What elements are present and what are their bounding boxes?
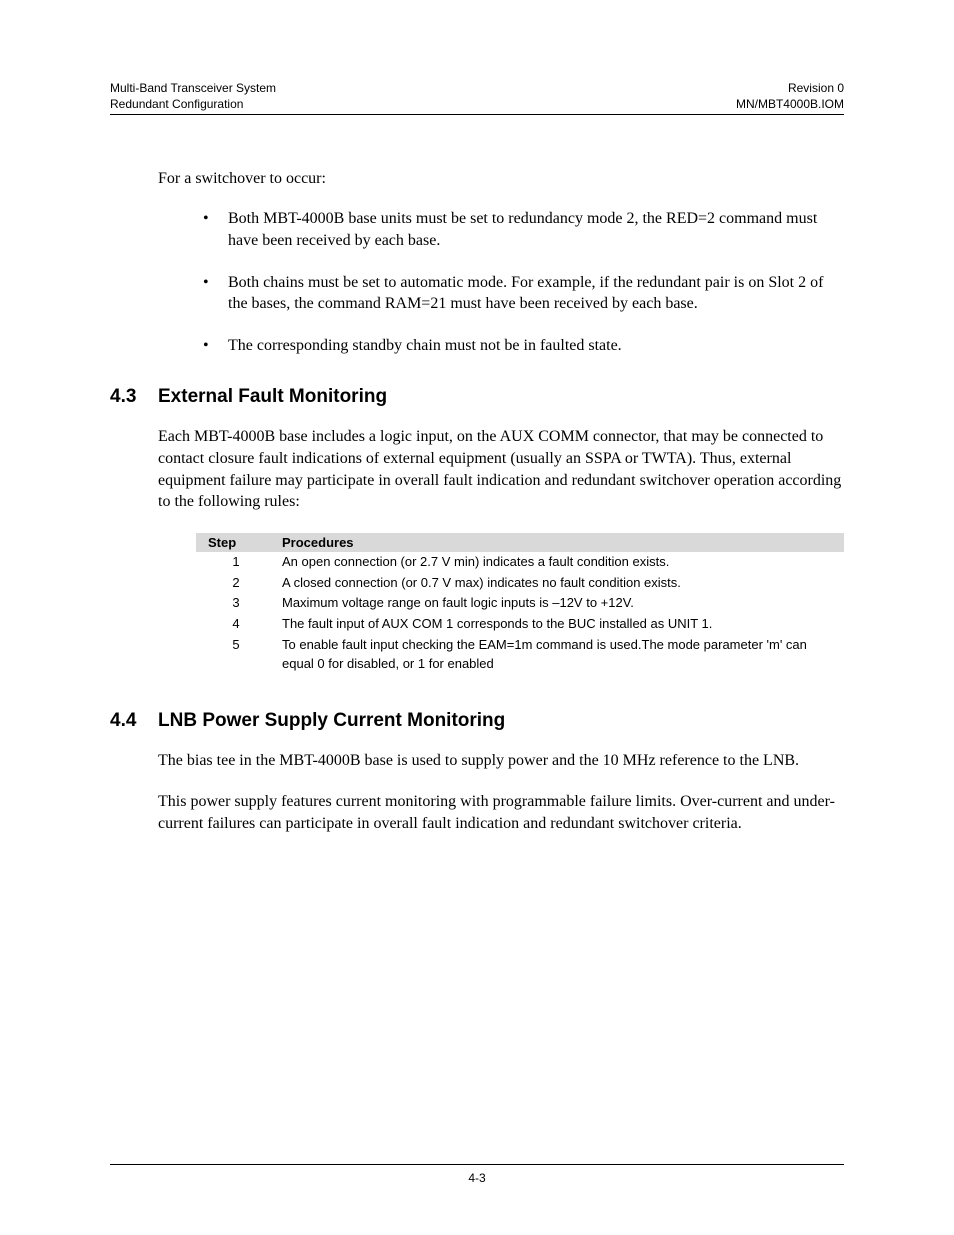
section-44-paragraph-2: This power supply features current monit… <box>158 791 844 834</box>
section-43-paragraph: Each MBT-4000B base includes a logic inp… <box>158 426 844 512</box>
section-44-body: The bias tee in the MBT-4000B base is us… <box>158 750 844 835</box>
step-number: 4 <box>196 614 276 635</box>
procedure-text: To enable fault input checking the EAM=1… <box>276 635 844 675</box>
column-header-step: Step <box>196 533 276 552</box>
step-number: 5 <box>196 635 276 675</box>
section-44-paragraph-1: The bias tee in the MBT-4000B base is us… <box>158 750 844 772</box>
column-header-procedures: Procedures <box>276 533 844 552</box>
section-number: 4.4 <box>110 710 158 732</box>
page-header: Multi-Band Transceiver System Redundant … <box>110 80 844 115</box>
header-section-name: Redundant Configuration <box>110 96 276 112</box>
intro-paragraph: For a switchover to occur: <box>158 170 844 188</box>
section-heading-44: 4.4 LNB Power Supply Current Monitoring <box>110 710 844 732</box>
section-title: LNB Power Supply Current Monitoring <box>158 710 844 732</box>
header-revision: Revision 0 <box>736 80 844 96</box>
table-header-row: Step Procedures <box>196 533 844 552</box>
table-row: 3 Maximum voltage range on fault logic i… <box>196 593 844 614</box>
step-number: 3 <box>196 593 276 614</box>
section-number: 4.3 <box>110 386 158 408</box>
header-right: Revision 0 MN/MBT4000B.IOM <box>736 80 844 112</box>
content: For a switchover to occur: Both MBT-4000… <box>158 170 844 356</box>
list-item: The corresponding standby chain must not… <box>203 335 844 357</box>
header-doc-title: Multi-Band Transceiver System <box>110 80 276 96</box>
table-row: 2 A closed connection (or 0.7 V max) ind… <box>196 573 844 594</box>
step-number: 1 <box>196 552 276 573</box>
section-title: External Fault Monitoring <box>158 386 844 408</box>
page-footer: 4-3 <box>110 1164 844 1185</box>
table-row: 4 The fault input of AUX COM 1 correspon… <box>196 614 844 635</box>
step-number: 2 <box>196 573 276 594</box>
procedure-text: An open connection (or 2.7 V min) indica… <box>276 552 844 573</box>
section-heading-43: 4.3 External Fault Monitoring <box>110 386 844 408</box>
page-number: 4-3 <box>468 1171 485 1185</box>
list-item: Both MBT-4000B base units must be set to… <box>203 208 844 251</box>
procedure-text: The fault input of AUX COM 1 corresponds… <box>276 614 844 635</box>
procedures-table: Step Procedures 1 An open connection (or… <box>196 533 844 675</box>
list-item: Both chains must be set to automatic mod… <box>203 272 844 315</box>
section-43-body: Each MBT-4000B base includes a logic inp… <box>158 426 844 674</box>
header-left: Multi-Band Transceiver System Redundant … <box>110 80 276 112</box>
table-row: 5 To enable fault input checking the EAM… <box>196 635 844 675</box>
switchover-conditions-list: Both MBT-4000B base units must be set to… <box>203 208 844 356</box>
header-doc-id: MN/MBT4000B.IOM <box>736 96 844 112</box>
procedure-text: A closed connection (or 0.7 V max) indic… <box>276 573 844 594</box>
table-row: 1 An open connection (or 2.7 V min) indi… <box>196 552 844 573</box>
procedure-text: Maximum voltage range on fault logic inp… <box>276 593 844 614</box>
